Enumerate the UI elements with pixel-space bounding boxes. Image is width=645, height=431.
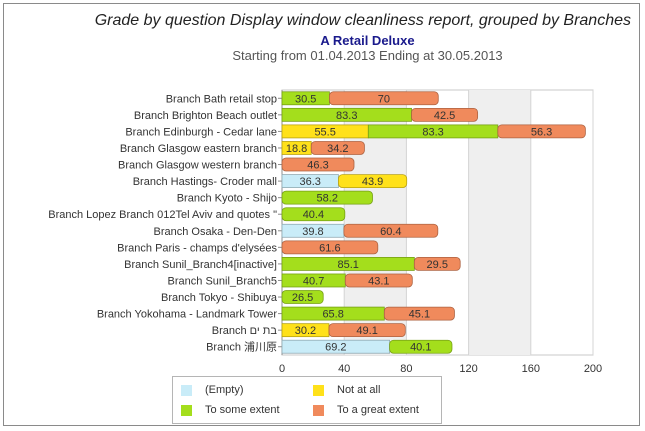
- legend-swatch-to-a-great-extent-icon: [313, 404, 324, 416]
- bar-segment: [281, 290, 324, 304]
- data-label: 83.3: [422, 126, 443, 138]
- category-label: Branch Sunil_Branch5: [168, 275, 277, 287]
- date-range: Starting from 01.04.2013 Ending at 30.05…: [232, 48, 503, 63]
- x-tick-label: 200: [584, 363, 602, 375]
- data-label: 45.1: [409, 309, 430, 321]
- category-label: Branch Osaka - Den-Den: [154, 226, 278, 238]
- category-label: Branch Glasgow eastern branch: [120, 143, 277, 155]
- bar-segment: [497, 124, 586, 139]
- legend-label-empty: (Empty): [205, 384, 244, 396]
- bar-segment: [281, 207, 346, 222]
- legend-label-to-some-extent: To some extent: [205, 404, 280, 416]
- bar-segment: [310, 141, 365, 155]
- data-label: 61.6: [319, 242, 340, 254]
- bar-segment: [281, 190, 373, 205]
- bar-segment: [389, 339, 453, 354]
- category-label: Branch Edinburgh - Cedar lane: [125, 126, 277, 138]
- data-label: 69.2: [325, 342, 346, 354]
- category-label: Branch Paris - champs d'elysées: [117, 242, 277, 254]
- data-label: 42.5: [434, 110, 455, 122]
- bar-segment: [329, 91, 439, 106]
- bar-segment: [281, 240, 379, 255]
- legend-item-to-some-extent[interactable]: To some extent: [181, 402, 280, 418]
- data-label: 58.2: [317, 193, 338, 205]
- chart-title: Grade by question Display window cleanli…: [94, 12, 631, 29]
- x-tick-label: 160: [522, 363, 540, 375]
- bar-segment: [343, 223, 439, 238]
- x-tick-label: 40: [338, 363, 350, 375]
- legend-label-to-a-great-extent: To a great extent: [337, 404, 419, 416]
- data-label: 43.1: [368, 275, 389, 287]
- category-label: Branch Kyoto - Shijo: [177, 193, 277, 205]
- legend-swatch-empty-icon: [181, 384, 192, 396]
- data-label: 40.1: [410, 342, 431, 354]
- data-label: 60.4: [380, 226, 401, 238]
- data-label: 30.2: [295, 325, 316, 337]
- legend-label-not-at-all: Not at all: [337, 384, 381, 396]
- data-label: 29.5: [427, 259, 448, 271]
- legend-item-empty[interactable]: (Empty): [181, 382, 244, 398]
- bar-segment: [281, 157, 355, 172]
- data-label: 55.5: [314, 126, 335, 138]
- data-label: 65.8: [322, 309, 343, 321]
- data-label: 39.8: [302, 226, 323, 238]
- legend-swatch-not-at-all-icon: [313, 384, 324, 396]
- data-label: 18.8: [286, 143, 307, 155]
- category-label: Branch Brighton Beach outlet: [134, 110, 277, 122]
- data-label: 36.3: [300, 176, 321, 188]
- data-label: 49.1: [356, 325, 377, 337]
- bar-segment: [344, 273, 413, 288]
- category-label: Branch Hastings- Croder mall: [133, 176, 277, 188]
- legend-item-not-at-all[interactable]: Not at all: [313, 382, 380, 398]
- category-label: Branch Yokohama - Landmark Tower: [97, 309, 278, 321]
- legend-item-to-a-great-extent[interactable]: To a great extent: [313, 402, 419, 418]
- data-label: 83.3: [336, 110, 357, 122]
- category-label: Branch Tokyo - Shibuya: [161, 292, 278, 304]
- category-label: Branch בת ים: [212, 325, 278, 337]
- data-label: 46.3: [307, 160, 328, 172]
- data-label: 30.5: [295, 93, 316, 105]
- data-label: 26.5: [292, 292, 313, 304]
- data-label: 34.2: [327, 143, 348, 155]
- data-label: 40.4: [303, 209, 324, 221]
- x-tick-label: 120: [459, 363, 477, 375]
- category-label: Branch 浦川原: [206, 341, 277, 354]
- category-label: Branch Sunil_Branch4[inactive]: [124, 259, 277, 271]
- bar-segment: [411, 107, 479, 122]
- bar-segment: [338, 174, 408, 188]
- category-label: Branch Lopez Branch 012Tel Aviv and quot…: [48, 209, 277, 221]
- chart-subtitle: A Retail Deluxe: [320, 33, 415, 48]
- data-label: 43.9: [362, 176, 383, 188]
- bar-segment: [413, 257, 461, 271]
- legend-swatch-to-some-extent-icon: [181, 404, 192, 416]
- x-tick-label: 0: [279, 363, 285, 375]
- category-label: Branch Bath retail stop: [166, 93, 277, 105]
- data-label: 85.1: [337, 259, 358, 271]
- legend: (Empty) Not at all To some extent To a g…: [172, 376, 442, 424]
- data-label: 70: [378, 93, 390, 105]
- category-label: Branch Glasgow western branch: [118, 160, 277, 172]
- x-tick-label: 80: [400, 363, 412, 375]
- bar-segment: [328, 323, 406, 338]
- data-label: 40.7: [303, 275, 324, 287]
- data-label: 56.3: [531, 126, 552, 138]
- bar-segment: [383, 306, 455, 321]
